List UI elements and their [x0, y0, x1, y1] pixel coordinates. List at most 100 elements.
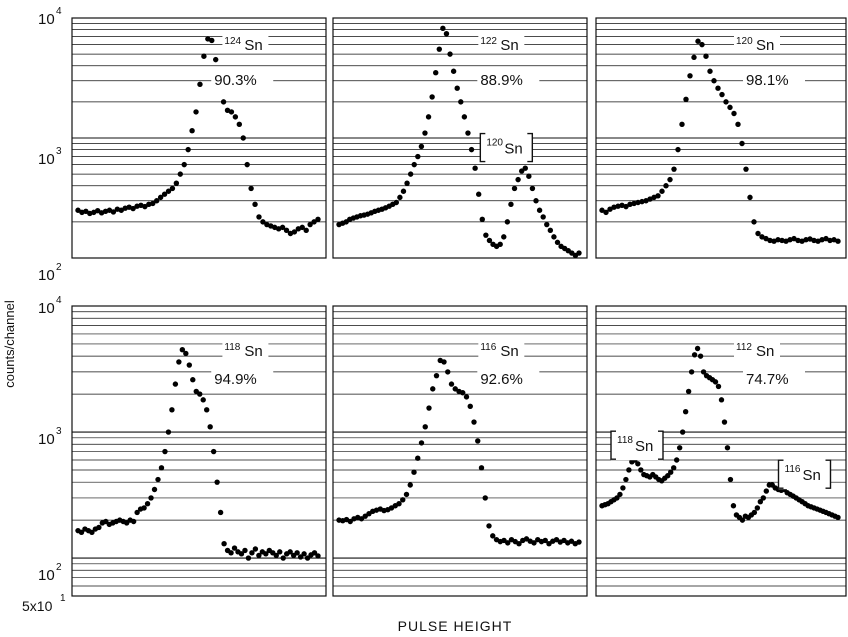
data-point [544, 221, 550, 228]
data-point [430, 386, 436, 392]
data-point [209, 37, 215, 44]
data-point [490, 533, 496, 539]
data-point [407, 482, 413, 488]
data-point [670, 465, 677, 471]
data-point [213, 56, 219, 63]
data-point [465, 130, 471, 136]
data-point [207, 424, 213, 430]
data-point [542, 537, 548, 544]
data-point [779, 237, 785, 244]
isotope-mass-number: 118 [224, 342, 240, 353]
data-point [283, 227, 290, 234]
data-point [511, 185, 518, 192]
data-point [803, 237, 809, 243]
data-point [739, 517, 746, 523]
data-point [461, 114, 468, 120]
data-point [603, 209, 609, 216]
enrichment-percent: 74.7% [746, 371, 789, 388]
data-point [228, 109, 235, 115]
data-point [751, 219, 757, 225]
data-point [727, 476, 734, 483]
enrichment-percent: 88.9% [480, 72, 523, 89]
data-point [201, 53, 207, 59]
data-point [425, 114, 432, 120]
enrichment-label-bg [743, 70, 805, 89]
data-point [731, 110, 737, 117]
data-point [508, 201, 514, 208]
data-point [304, 555, 311, 561]
impurity-element: Sn [504, 141, 522, 158]
enrichment-label-bg [743, 369, 805, 388]
data-point [315, 216, 321, 223]
data-point [311, 219, 317, 225]
data-point [433, 372, 440, 379]
data-point [675, 146, 681, 153]
data-point [217, 509, 224, 516]
svg-text:10: 10 [38, 300, 55, 317]
data-point [835, 514, 841, 521]
impurity-bracket-right [527, 132, 534, 163]
isotope-element: Sn [500, 37, 518, 54]
svg-text:3: 3 [56, 146, 62, 157]
data-point [712, 379, 719, 385]
data-point [181, 161, 187, 168]
data-point [96, 524, 102, 531]
data-point [433, 70, 439, 76]
data-point [467, 403, 473, 410]
isotope-element: Sn [244, 37, 262, 54]
data-point [505, 540, 511, 546]
enrichment-label-bg [211, 70, 274, 89]
enrichment-label-bg [211, 369, 274, 388]
svg-text:3: 3 [56, 426, 62, 437]
data-point [220, 99, 227, 105]
data-point [755, 230, 761, 237]
isotope-label-bg [222, 337, 269, 359]
data-point [231, 545, 238, 551]
data-point [307, 221, 313, 228]
data-point [463, 394, 470, 400]
data-point [718, 397, 725, 403]
data-point [158, 465, 165, 471]
enrichment-label-bg [477, 369, 540, 388]
impurity-bracket-left [777, 459, 784, 489]
isotope-mass-number: 124 [224, 36, 241, 47]
data-point [440, 25, 446, 32]
y-axis-label: counts/channel [2, 300, 17, 388]
data-point [400, 188, 407, 194]
data-point [407, 171, 414, 177]
data-point [471, 419, 477, 425]
data-point [172, 381, 179, 387]
data-point [429, 94, 435, 100]
data-point [659, 188, 665, 194]
data-point [763, 488, 770, 494]
data-point [183, 350, 189, 357]
svg-text:1: 1 [60, 593, 66, 604]
data-point [695, 38, 701, 44]
enrichment-percent: 90.3% [214, 72, 257, 89]
data-point [533, 198, 539, 204]
data-point [811, 237, 817, 244]
data-point [614, 495, 620, 501]
data-point [445, 369, 451, 375]
data-point [679, 429, 686, 435]
isotope-label-bg [734, 337, 780, 359]
data-point [638, 467, 644, 473]
data-point [735, 121, 741, 128]
data-point [186, 362, 193, 368]
isotope-element: Sn [244, 343, 262, 360]
data-point [707, 68, 713, 74]
svg-text:10: 10 [38, 431, 55, 448]
data-point [134, 509, 140, 516]
data-point [486, 523, 492, 529]
data-point [547, 227, 554, 234]
data-point [518, 168, 525, 174]
data-point [236, 121, 243, 128]
data-point [277, 549, 283, 555]
data-point [249, 550, 255, 556]
data-point [775, 237, 781, 243]
data-point [529, 185, 536, 192]
data-point [501, 234, 507, 240]
panel-frame [332, 305, 588, 597]
isotope-label-bg [734, 31, 780, 53]
